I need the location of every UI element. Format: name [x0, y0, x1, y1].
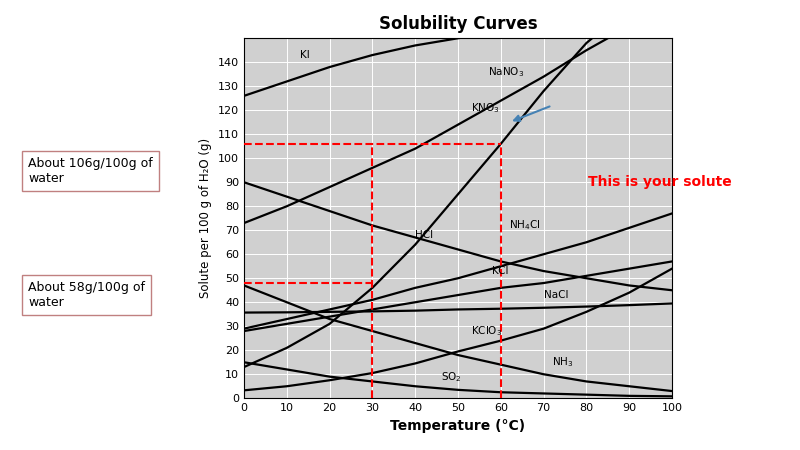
Text: KCl: KCl	[492, 266, 509, 276]
Text: HCl: HCl	[415, 230, 434, 240]
X-axis label: Temperature (°C): Temperature (°C)	[390, 418, 526, 432]
Text: About 106g/100g of
water: About 106g/100g of water	[28, 157, 153, 185]
Text: KClO$_3$: KClO$_3$	[471, 324, 502, 338]
Text: KNO$_3$: KNO$_3$	[471, 101, 500, 115]
Text: SO$_2$: SO$_2$	[441, 370, 462, 383]
Y-axis label: Solute per 100 g of H₂O (g): Solute per 100 g of H₂O (g)	[199, 138, 213, 298]
Text: This is your solute: This is your solute	[588, 175, 732, 189]
Text: NH$_3$: NH$_3$	[552, 356, 574, 369]
Text: About 58g/100g of
water: About 58g/100g of water	[28, 281, 145, 309]
Text: NaNO$_3$: NaNO$_3$	[488, 65, 524, 79]
Title: Solubility Curves: Solubility Curves	[378, 14, 538, 32]
Text: KI: KI	[300, 50, 310, 60]
Text: NH$_4$Cl: NH$_4$Cl	[510, 219, 541, 232]
Text: NaCl: NaCl	[544, 290, 568, 300]
